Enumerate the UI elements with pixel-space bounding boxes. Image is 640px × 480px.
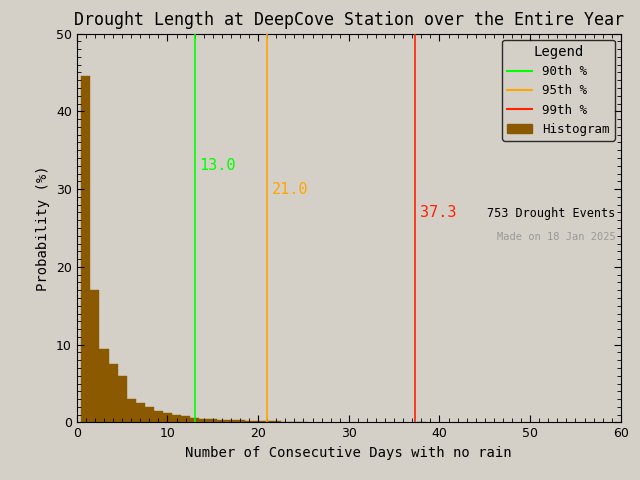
Text: Made on 18 Jan 2025: Made on 18 Jan 2025 — [497, 232, 615, 242]
Bar — [181, 416, 190, 422]
Bar — [262, 421, 272, 422]
Text: 753 Drought Events: 753 Drought Events — [487, 206, 615, 220]
Bar — [199, 419, 208, 422]
Bar — [227, 420, 236, 422]
Bar — [154, 411, 163, 422]
Bar — [253, 421, 262, 422]
Bar — [281, 421, 290, 422]
Bar — [81, 76, 90, 422]
Bar — [218, 420, 227, 422]
Bar — [208, 419, 218, 422]
Title: Drought Length at DeepCove Station over the Entire Year: Drought Length at DeepCove Station over … — [74, 11, 624, 29]
Bar — [136, 403, 145, 422]
Bar — [190, 418, 199, 422]
Bar — [244, 421, 253, 422]
Bar — [127, 399, 136, 422]
Text: 37.3: 37.3 — [420, 205, 456, 220]
Bar — [90, 290, 99, 422]
Bar — [163, 413, 172, 422]
Text: 13.0: 13.0 — [199, 158, 236, 173]
Bar — [99, 348, 109, 422]
Bar — [109, 364, 118, 422]
Legend: 90th %, 95th %, 99th %, Histogram: 90th %, 95th %, 99th %, Histogram — [502, 40, 614, 141]
Text: 21.0: 21.0 — [272, 181, 308, 197]
Bar — [172, 415, 181, 422]
Bar — [272, 421, 281, 422]
Y-axis label: Probability (%): Probability (%) — [36, 165, 51, 291]
X-axis label: Number of Consecutive Days with no rain: Number of Consecutive Days with no rain — [186, 446, 512, 460]
Bar — [145, 407, 154, 422]
Bar — [236, 420, 244, 422]
Bar — [118, 376, 127, 422]
